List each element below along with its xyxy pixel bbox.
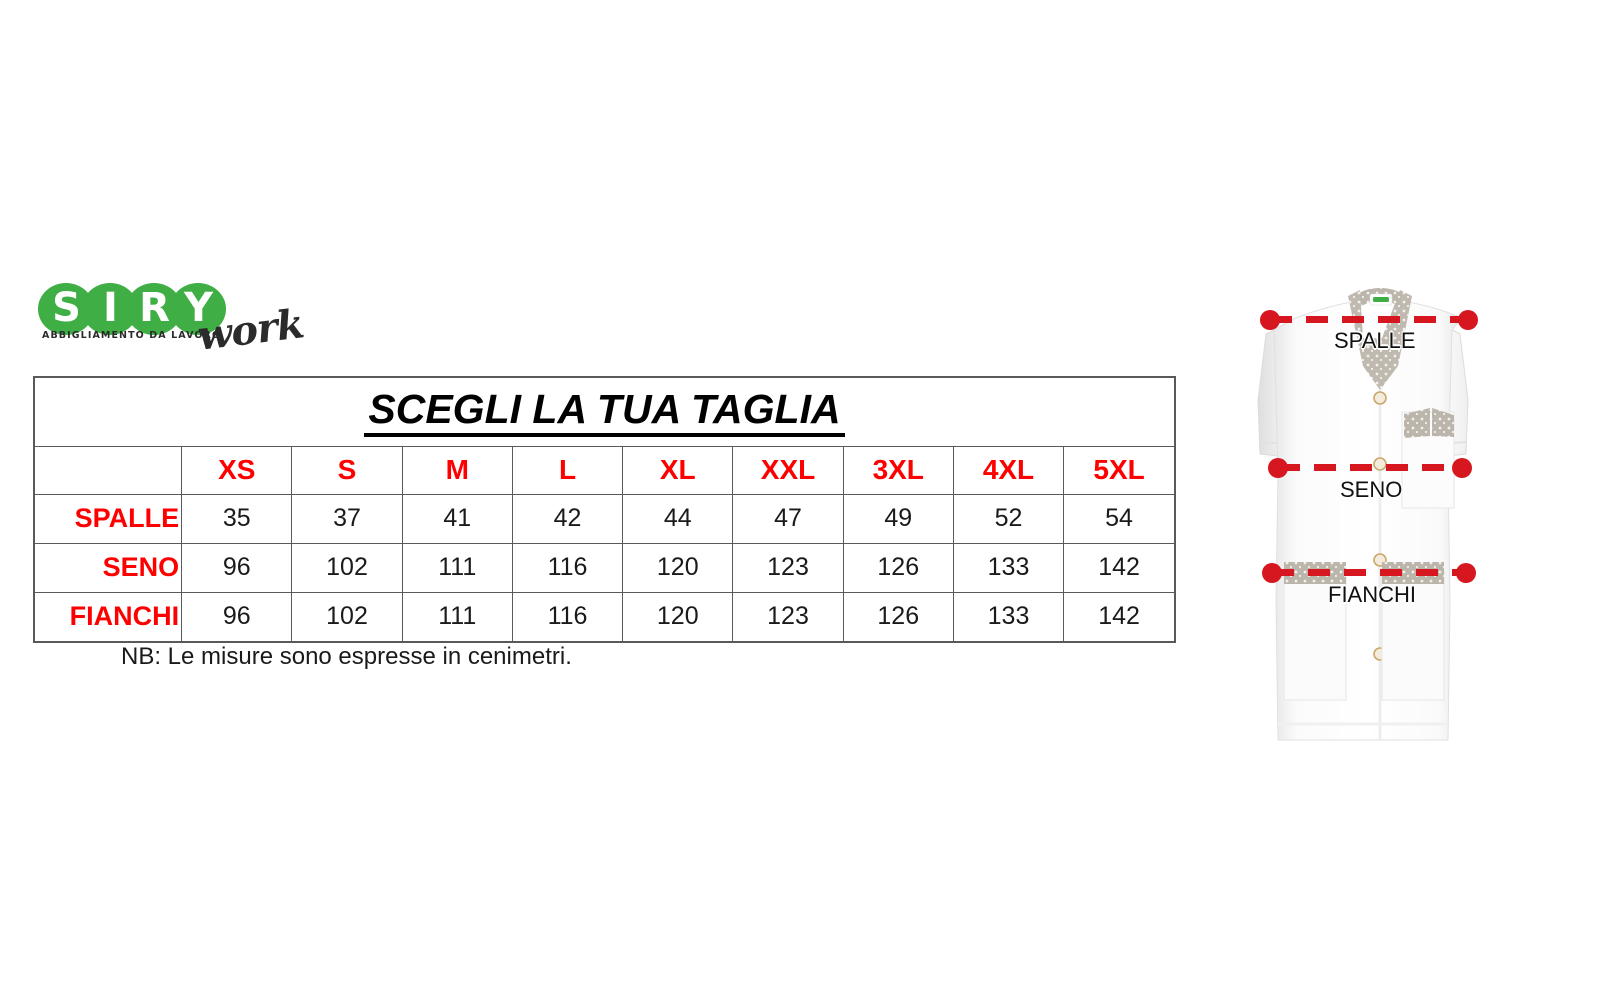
table-corner-cell: [35, 446, 183, 495]
measurement-label-spalle: SPALLE: [1334, 328, 1416, 353]
cell-fianchi-xxl: 123: [732, 591, 844, 641]
garment-illustration: SPALLE SENO FIANCHI: [1230, 272, 1530, 772]
cell-fianchi-m: 111: [401, 591, 513, 641]
measurement-line-seno: [1278, 464, 1460, 471]
row-label-spalle: SPALLE: [35, 493, 183, 544]
cell-fianchi-l: 116: [511, 591, 624, 641]
size-header-l: L: [511, 445, 624, 495]
cell-fianchi-s: 102: [291, 591, 403, 641]
size-header-xs: XS: [181, 445, 293, 495]
size-header-xxl: XXL: [732, 445, 844, 495]
cell-seno-xs: 96: [181, 542, 293, 593]
brand-logo: S I R Y ABBIGLIAMENTO DA LAVORO work: [38, 283, 318, 373]
table-title-cell: SCEGLI LA TUA TAGLIA: [35, 378, 1174, 447]
size-chart-table: SCEGLI LA TUA TAGLIA XS S M L XL XXL 3XL…: [35, 378, 1174, 641]
cell-spalle-s: 37: [291, 493, 403, 544]
row-label-seno: SENO: [35, 542, 183, 593]
size-header-xl: XL: [622, 445, 734, 495]
row-label-fianchi: FIANCHI: [35, 591, 183, 641]
cell-spalle-l: 42: [511, 493, 624, 544]
cell-fianchi-3xl: 126: [842, 591, 954, 641]
cell-seno-m: 111: [401, 542, 513, 593]
size-header-s: S: [291, 445, 403, 495]
measurement-line-fianchi: [1272, 569, 1464, 576]
measurement-dot-spalle-right: [1458, 310, 1478, 330]
cell-spalle-m: 41: [401, 493, 513, 544]
cell-fianchi-5xl: 142: [1063, 591, 1174, 641]
cell-fianchi-xs: 96: [181, 591, 293, 641]
measurement-label-seno: SENO: [1340, 477, 1403, 502]
cell-seno-xl: 120: [622, 542, 734, 593]
logo-circles: S I R Y: [38, 283, 238, 335]
chest-pocket: [1401, 408, 1455, 509]
size-header-m: M: [401, 445, 513, 495]
measurement-unit-note: NB: Le misure sono espresse in cenimetri…: [121, 643, 572, 670]
size-header-3xl: 3XL: [842, 445, 954, 495]
cell-seno-l: 116: [511, 542, 624, 593]
cell-seno-xxl: 123: [732, 542, 844, 593]
cell-spalle-3xl: 49: [842, 493, 954, 544]
measurement-label-fianchi: FIANCHI: [1328, 582, 1416, 607]
measurement-dot-spalle-left: [1260, 310, 1280, 330]
cell-seno-3xl: 126: [842, 542, 954, 593]
cell-spalle-5xl: 54: [1063, 493, 1174, 544]
cell-spalle-xs: 35: [181, 493, 293, 544]
size-header-4xl: 4XL: [952, 445, 1065, 495]
cell-seno-s: 102: [291, 542, 403, 593]
page-title: SCEGLI LA TUA TAGLIA: [364, 386, 845, 437]
logo-tagline: ABBIGLIAMENTO DA LAVORO: [42, 330, 222, 341]
measurement-dot-fianchi-left: [1262, 563, 1282, 583]
measurement-line-spalle: [1270, 316, 1466, 323]
table-row: SENO 96 102 111 116 120 123 126 133 142: [35, 542, 1174, 593]
measurement-dot-seno-right: [1452, 458, 1472, 478]
garment-svg: [1257, 288, 1469, 741]
cell-seno-4xl: 133: [952, 542, 1065, 593]
size-chart-table-container: SCEGLI LA TUA TAGLIA XS S M L XL XXL 3XL…: [33, 376, 1176, 643]
cell-spalle-4xl: 52: [952, 493, 1065, 544]
measurement-dot-seno-left: [1268, 458, 1288, 478]
size-header-row: XS S M L XL XXL 3XL 4XL 5XL: [35, 445, 1174, 495]
table-row: FIANCHI 96 102 111 116 120 123 126 133 1…: [35, 591, 1174, 641]
hip-pocket-right: [1381, 562, 1445, 701]
neck-brand-label: [1369, 293, 1393, 306]
table-title-row: SCEGLI LA TUA TAGLIA: [35, 378, 1174, 447]
cell-spalle-xl: 44: [622, 493, 734, 544]
cell-seno-5xl: 142: [1063, 542, 1174, 593]
logo-letter-y: Y: [170, 283, 226, 335]
table-row: SPALLE 35 37 41 42 44 47 49 52 54: [35, 493, 1174, 544]
measurement-dot-fianchi-right: [1456, 563, 1476, 583]
size-header-5xl: 5XL: [1063, 445, 1174, 495]
cell-fianchi-xl: 120: [622, 591, 734, 641]
cell-fianchi-4xl: 133: [952, 591, 1065, 641]
cell-spalle-xxl: 47: [732, 493, 844, 544]
